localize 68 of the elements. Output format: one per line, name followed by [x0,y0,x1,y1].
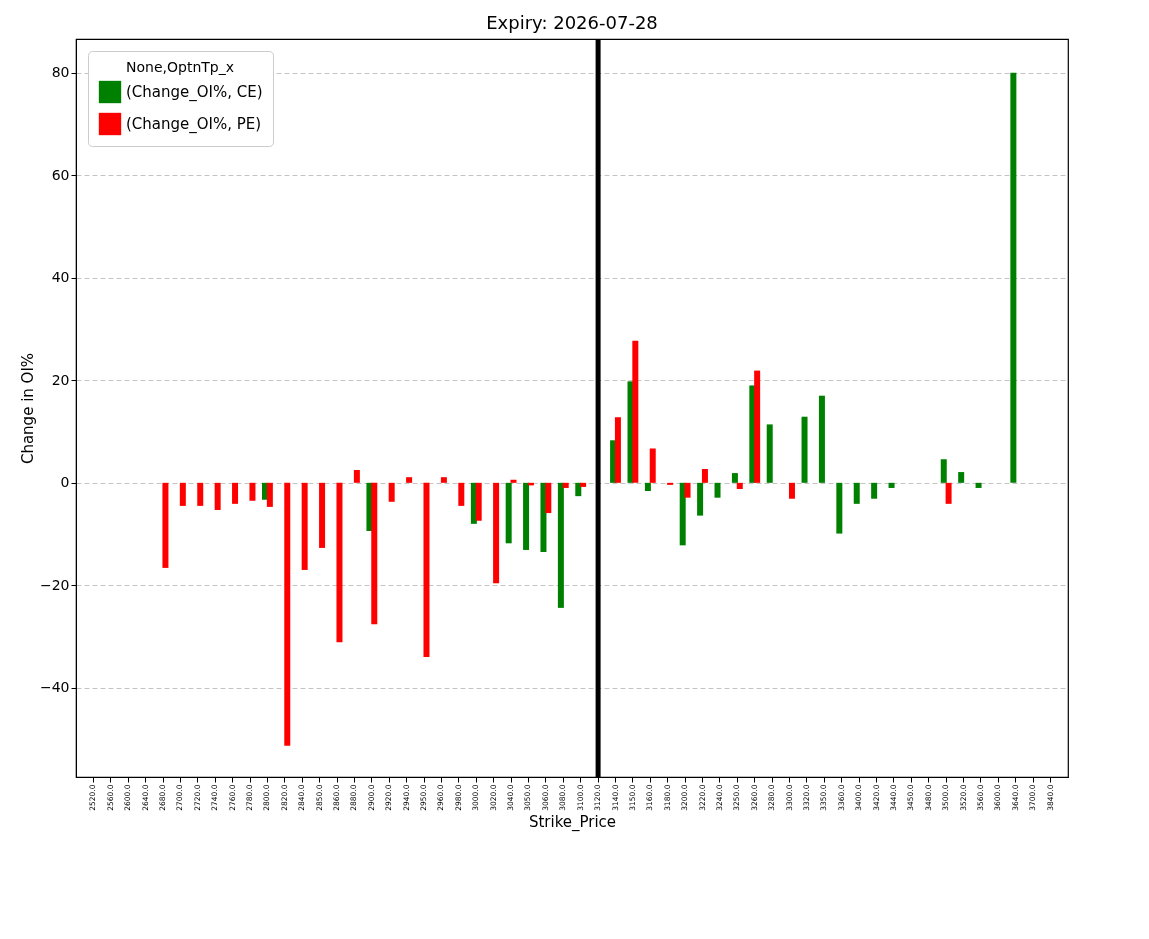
bar [945,482,952,504]
bar [736,482,743,489]
bar [458,482,465,506]
bar [388,482,395,502]
bar [266,482,273,507]
bar [701,468,708,483]
y-tick-label: −40 [39,679,70,696]
bar [580,482,587,487]
y-tick-label: −20 [39,576,70,593]
bar [940,459,947,483]
bar [853,482,860,504]
bar [545,482,552,514]
chart-title: Expiry: 2026-07-28 [486,11,658,33]
bar [406,477,413,483]
bar [493,482,500,584]
bar [632,340,639,483]
bar [754,370,761,483]
y-tick-label: 0 [60,474,70,491]
bar [975,482,982,488]
bar [836,482,843,534]
bar [523,482,530,550]
bar [667,482,674,485]
bar [371,482,378,625]
bar [440,477,447,483]
bar [888,482,895,488]
bar [958,472,965,483]
y-axis-title: Change in OI% [18,352,37,465]
bar [801,416,808,483]
y-tick-label: 60 [51,166,70,183]
y-tick-label: 20 [51,371,70,388]
bar [336,482,343,643]
legend-label: (Change_OI%, CE) [126,83,263,102]
bar [684,482,691,498]
bar [179,482,186,506]
legend-label: (Change_OI%, PE) [126,115,262,134]
bar [557,482,564,608]
bar [697,482,704,516]
legend-title: None,OptnTp_x [126,59,234,75]
bar [575,482,582,497]
bar [214,482,221,510]
bar [423,482,430,658]
bar [284,482,291,746]
y-tick-label: 80 [51,64,70,81]
bar [644,482,651,492]
bar [353,470,360,483]
x-axis-title: Strike_Price [528,812,617,832]
bar [679,482,686,546]
bar [249,482,256,501]
bar [714,482,721,498]
bar [510,479,517,483]
bar [540,482,547,553]
bar [818,395,825,483]
bar [301,482,308,570]
y-tick-label: 40 [51,269,70,286]
bar [505,482,512,544]
bar [731,473,738,483]
bar [475,482,482,521]
bar [232,482,239,504]
bar [614,417,621,483]
bar [162,482,169,568]
bar [1010,72,1017,483]
bar [788,482,795,499]
bar [766,424,773,483]
bar [649,448,656,483]
bar [562,482,569,488]
bar [871,482,878,499]
bar [319,482,326,548]
bar [197,482,204,506]
